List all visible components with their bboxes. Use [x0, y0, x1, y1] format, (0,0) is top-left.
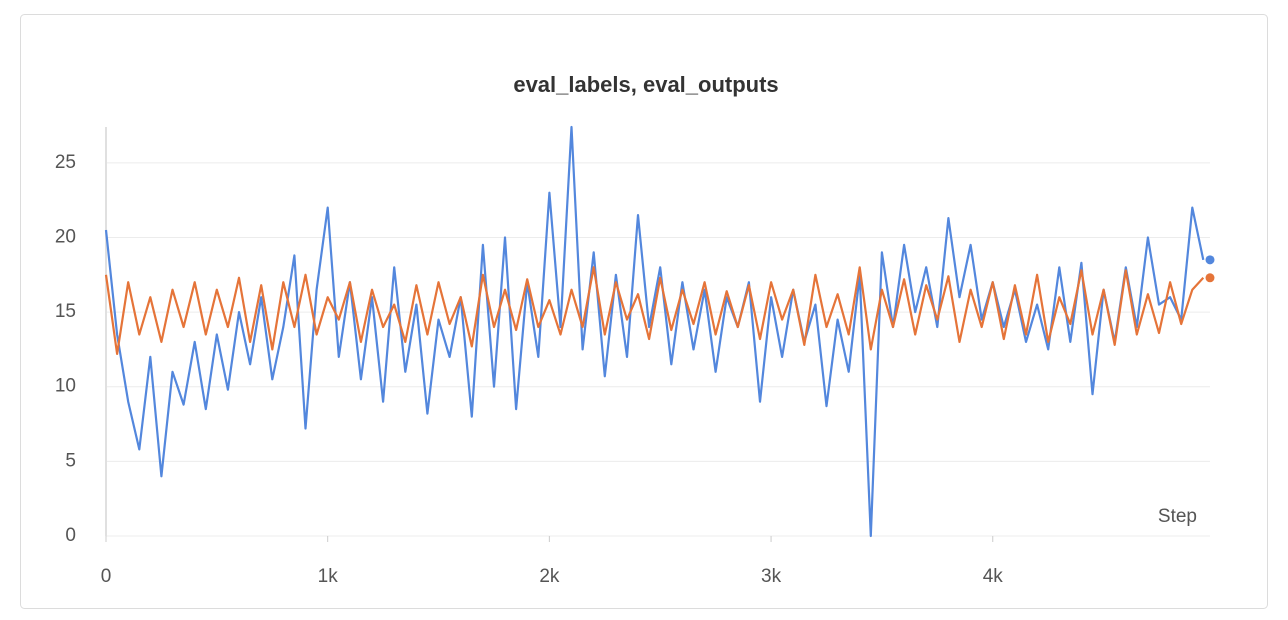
y-tick-label: 10 [55, 376, 76, 397]
y-tick-label: 0 [65, 525, 76, 546]
x-tick-label: 3k [761, 566, 782, 587]
end-marker [1205, 255, 1215, 265]
series-line [104, 125, 1205, 538]
panel [20, 14, 1268, 609]
y-tick-label: 20 [55, 226, 76, 247]
y-tick-label: 15 [55, 301, 76, 322]
x-tick-label: 4k [983, 566, 1004, 587]
series-line [104, 266, 1205, 355]
x-tick-label: 1k [318, 566, 339, 587]
end-marker [1205, 273, 1215, 283]
chart-title: eval_labels, eval_outputs [513, 72, 778, 97]
x-tick-label: 2k [539, 566, 560, 587]
y-tick-label: 5 [65, 450, 76, 471]
x-axis-label: Step [1158, 506, 1197, 527]
x-tick-label: 0 [101, 566, 112, 587]
y-tick-label: 25 [55, 152, 76, 173]
